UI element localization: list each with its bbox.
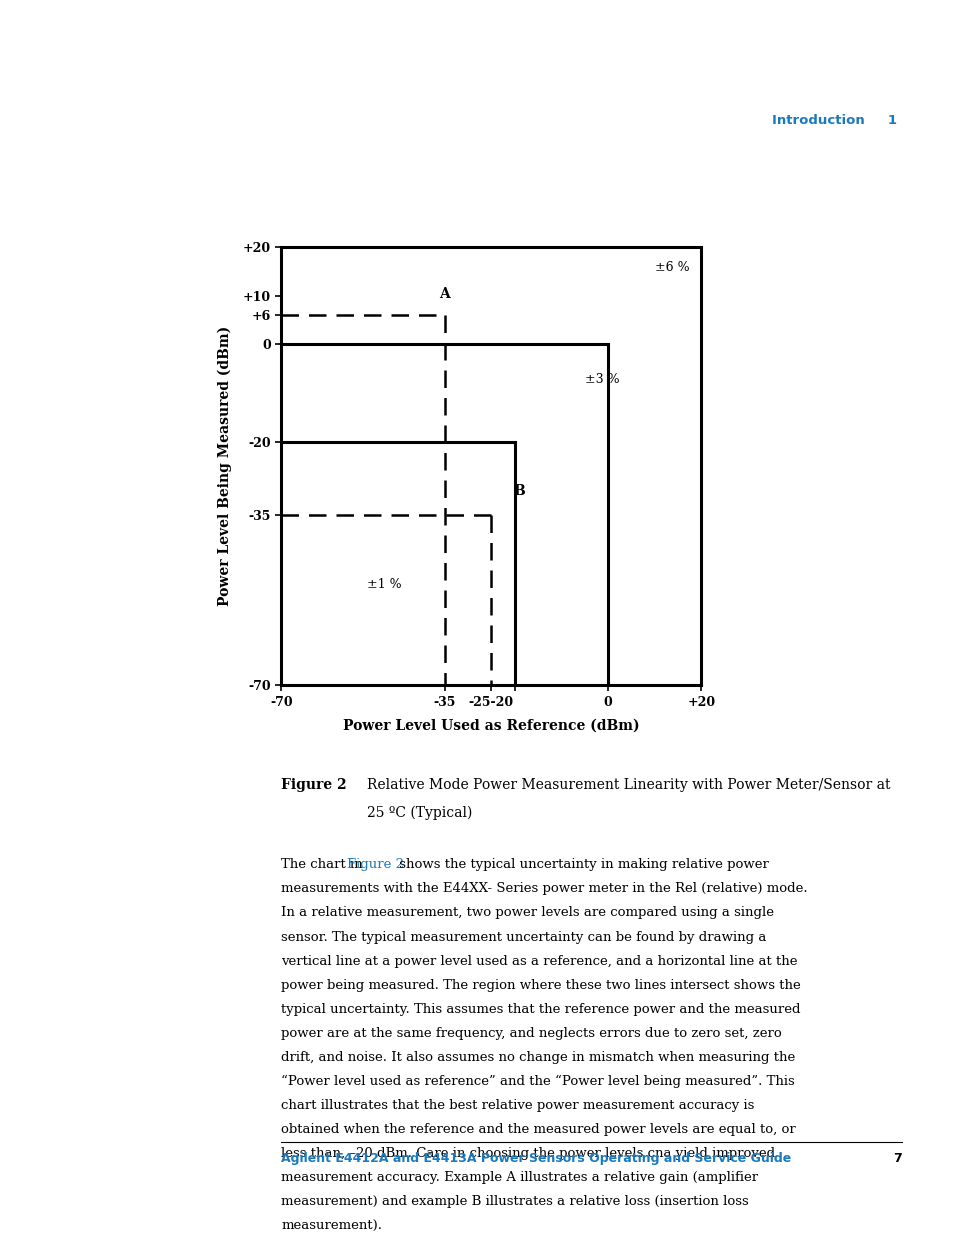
Text: chart illustrates that the best relative power measurement accuracy is: chart illustrates that the best relative…: [281, 1099, 754, 1113]
Text: B: B: [513, 484, 524, 499]
Y-axis label: Power Level Being Measured (dBm): Power Level Being Measured (dBm): [217, 326, 232, 606]
Text: power being measured. The region where these two lines intersect shows the: power being measured. The region where t…: [281, 978, 801, 992]
Text: measurement) and example B illustrates a relative loss (insertion loss: measurement) and example B illustrates a…: [281, 1195, 748, 1209]
Text: Relative Mode Power Measurement Linearity with Power Meter/Sensor at: Relative Mode Power Measurement Linearit…: [367, 778, 890, 792]
Text: sensor. The typical measurement uncertainty can be found by drawing a: sensor. The typical measurement uncertai…: [281, 931, 766, 944]
Text: power are at the same frequency, and neglects errors due to zero set, zero: power are at the same frequency, and neg…: [281, 1028, 781, 1040]
Text: Agilent E4412A and E4413A Power Sensors Operating and Service Guide: Agilent E4412A and E4413A Power Sensors …: [281, 1152, 791, 1166]
Text: “Power level used as reference” and the “Power level being measured”. This: “Power level used as reference” and the …: [281, 1074, 795, 1088]
Text: shows the typical uncertainty in making relative power: shows the typical uncertainty in making …: [395, 858, 768, 872]
Text: In a relative measurement, two power levels are compared using a single: In a relative measurement, two power lev…: [281, 906, 774, 920]
Text: Figure 2: Figure 2: [281, 778, 347, 792]
Text: typical uncertainty. This assumes that the reference power and the measured: typical uncertainty. This assumes that t…: [281, 1003, 801, 1016]
Text: measurements with the E44XX- Series power meter in the Rel (relative) mode.: measurements with the E44XX- Series powe…: [281, 882, 807, 895]
Text: 7: 7: [892, 1152, 901, 1166]
Text: The chart in: The chart in: [281, 858, 367, 872]
Text: ±3 %: ±3 %: [584, 373, 618, 387]
Text: A: A: [438, 288, 450, 301]
Text: ±6 %: ±6 %: [654, 262, 688, 274]
Text: Introduction     1: Introduction 1: [771, 114, 896, 127]
Text: measurement accuracy. Example A illustrates a relative gain (amplifier: measurement accuracy. Example A illustra…: [281, 1171, 758, 1184]
Text: 25 ºC (Typical): 25 ºC (Typical): [367, 805, 472, 820]
Text: less than, –20 dBm. Care in choosing the power levels cna yield improved: less than, –20 dBm. Care in choosing the…: [281, 1147, 775, 1161]
Text: obtained when the reference and the measured power levels are equal to, or: obtained when the reference and the meas…: [281, 1124, 796, 1136]
Text: Figure 2: Figure 2: [347, 858, 404, 872]
X-axis label: Power Level Used as Reference (dBm): Power Level Used as Reference (dBm): [343, 719, 639, 732]
Text: measurement).: measurement).: [281, 1220, 382, 1233]
Text: vertical line at a power level used as a reference, and a horizontal line at the: vertical line at a power level used as a…: [281, 955, 797, 968]
Text: drift, and noise. It also assumes no change in mismatch when measuring the: drift, and noise. It also assumes no cha…: [281, 1051, 795, 1065]
Text: ±1 %: ±1 %: [366, 578, 401, 592]
